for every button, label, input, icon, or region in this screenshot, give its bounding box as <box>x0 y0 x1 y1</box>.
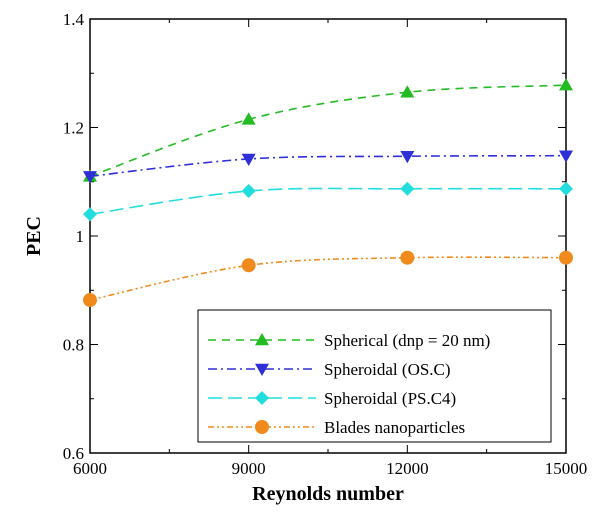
legend-item: Spherical (dnp = 20 nm) <box>208 331 490 350</box>
legend-swatch-marker <box>255 391 269 405</box>
legend-item: Spheroidal (OS.C) <box>208 360 451 379</box>
series-layer <box>83 78 573 308</box>
data-point <box>241 112 256 125</box>
x-tick-label: 12000 <box>386 459 429 478</box>
x-tick-label: 6000 <box>73 459 107 478</box>
axis-ticks: 6000 9000 12000 15000 0.6 0.8 1 1.2 1.4 <box>63 10 588 478</box>
legend-item: Blades nanoparticles <box>208 418 465 437</box>
legend-item: Spheroidal (PS.C4) <box>208 389 456 408</box>
legend-swatch-marker <box>255 420 269 434</box>
series-line <box>89 187 567 216</box>
y-tick-label: 0.6 <box>63 444 84 463</box>
y-tick-label: 1 <box>76 227 85 246</box>
legend-box <box>197 309 552 443</box>
series-4 <box>83 250 573 308</box>
series-line <box>89 154 567 178</box>
legend-label: Spheroidal (PS.C4) <box>324 389 456 408</box>
series-3 <box>83 181 573 222</box>
data-point <box>241 183 256 198</box>
data-point <box>241 153 256 166</box>
x-tick-label: 9000 <box>232 459 266 478</box>
data-point <box>559 78 573 91</box>
data-point <box>83 207 97 222</box>
data-point <box>400 250 415 265</box>
data-point <box>400 85 415 98</box>
legend-label: Blades nanoparticles <box>324 418 465 437</box>
legend-label: Spherical (dnp = 20 nm) <box>324 331 490 350</box>
series-line <box>89 256 567 301</box>
y-tick-label: 1.2 <box>63 119 84 138</box>
y-tick-label: 0.8 <box>63 336 84 355</box>
legend-items: Spherical (dnp = 20 nm) Spheroidal (OS.C)… <box>208 331 490 437</box>
legend-swatch-marker <box>255 363 269 376</box>
y-axis-label: PEC <box>23 216 45 256</box>
legend-swatch-marker <box>255 333 269 346</box>
data-point <box>241 258 256 273</box>
data-point <box>83 293 97 308</box>
series-line <box>89 84 567 178</box>
x-tick-label: 15000 <box>545 459 588 478</box>
data-point <box>400 151 415 164</box>
data-point <box>559 181 573 196</box>
data-point <box>83 171 97 184</box>
legend: Spherical (dnp = 20 nm) Spheroidal (OS.C)… <box>197 309 552 443</box>
y-tick-label: 1.4 <box>63 10 85 29</box>
data-point <box>559 250 573 265</box>
series-2 <box>83 150 573 184</box>
legend-label: Spheroidal (OS.C) <box>324 360 451 379</box>
x-axis-label: Reynolds number <box>252 483 404 505</box>
data-point <box>559 150 573 163</box>
data-point <box>400 181 415 196</box>
